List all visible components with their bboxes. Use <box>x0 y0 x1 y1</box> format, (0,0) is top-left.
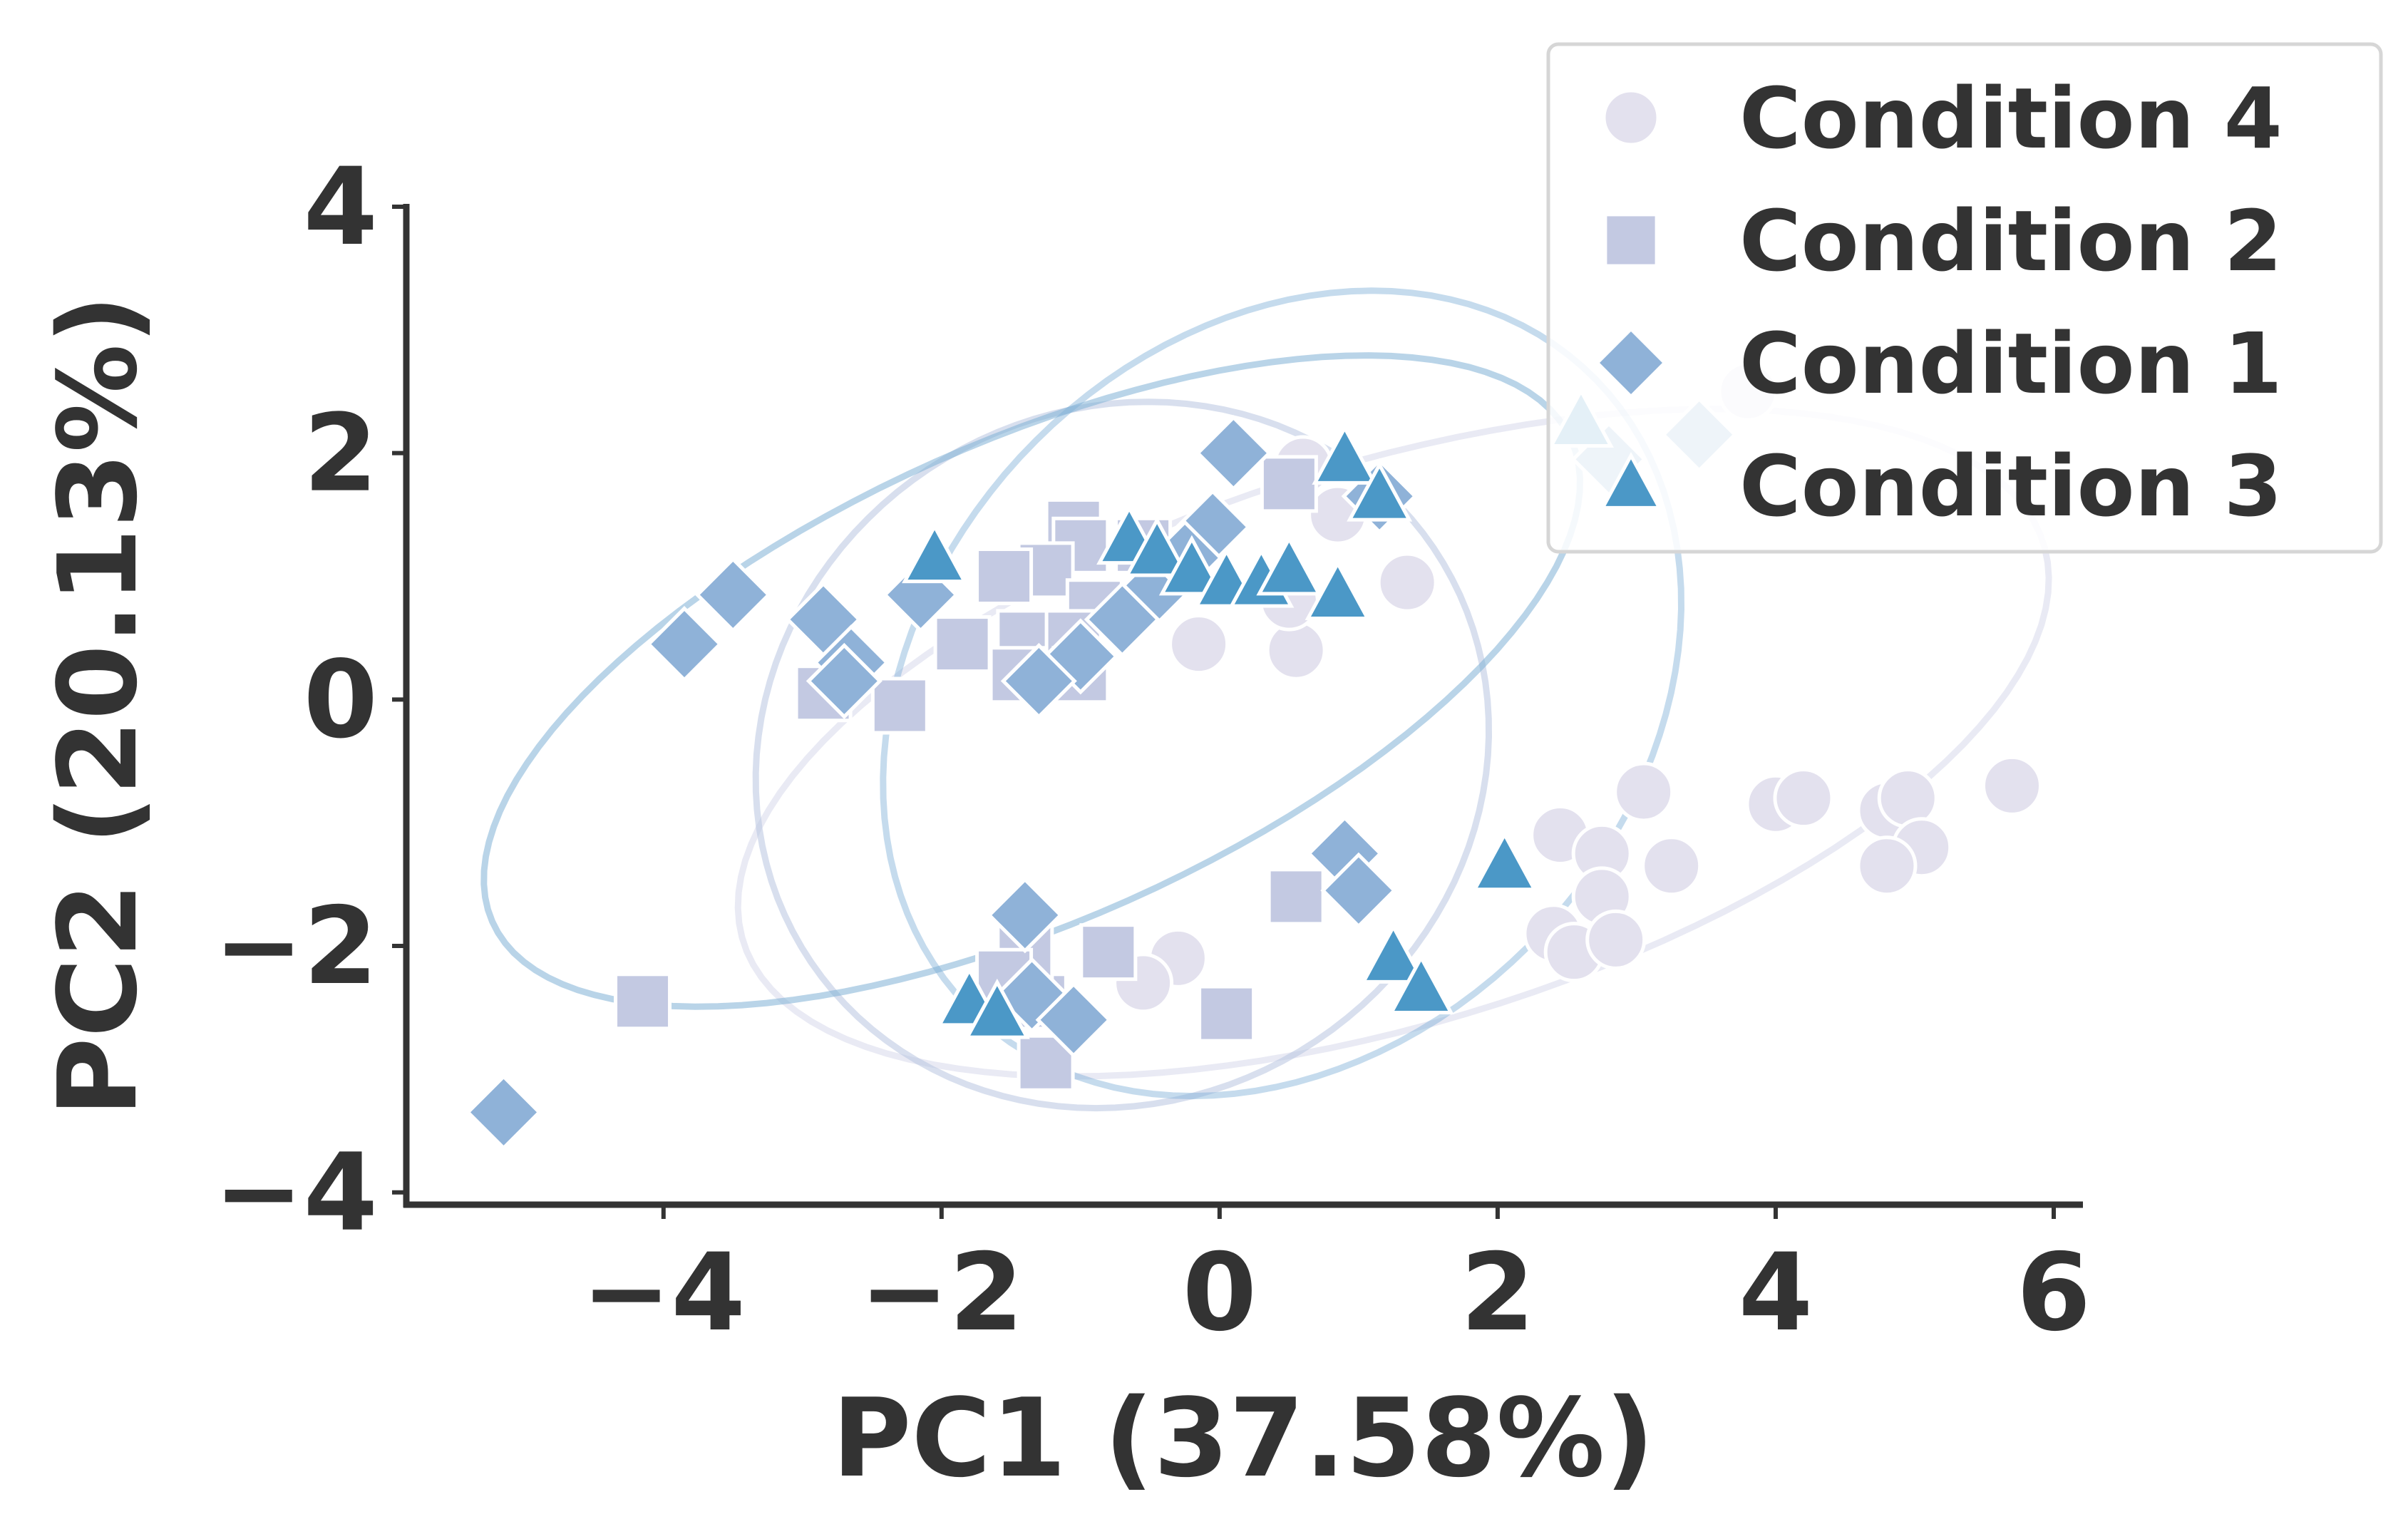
y-tick-label: −4 <box>214 1131 378 1255</box>
square-point <box>1198 984 1256 1043</box>
x-axis-title: PC1 (37.58%) <box>832 1375 1655 1501</box>
y-ticks: −4 −2 0 2 4 <box>214 145 406 1255</box>
legend-label: Condition 1 <box>1739 314 2283 413</box>
legend-item-condition-1: Condition 1 <box>1594 314 2283 413</box>
diamond-point <box>465 1074 542 1151</box>
triangle-point <box>1158 535 1225 596</box>
diamond-point <box>646 606 723 683</box>
triangle-point <box>1360 923 1426 984</box>
legend-label: Condition 4 <box>1739 69 2283 168</box>
square-point <box>1079 923 1138 982</box>
axes: −4 −2 0 2 4 6 −4 −2 0 2 4 <box>214 145 2091 1355</box>
legend-item-condition-4: Condition 4 <box>1602 69 2283 168</box>
circle-point <box>1377 552 1438 613</box>
diamond-point <box>1000 642 1077 719</box>
triangle-point <box>1471 830 1538 892</box>
triangle-point <box>1256 535 1322 596</box>
square-point <box>614 972 672 1031</box>
diamond-point <box>1035 982 1112 1059</box>
legend-triangle-icon <box>1600 451 1662 510</box>
y-tick-label: 4 <box>304 145 378 269</box>
triangle-point <box>1305 560 1371 620</box>
circle-point <box>1856 835 1918 897</box>
triangle-point <box>1124 516 1190 577</box>
square-point <box>1260 455 1318 513</box>
square-point <box>975 547 1034 606</box>
circle-point <box>1585 909 1647 970</box>
legend-label: Condition 2 <box>1739 192 2283 290</box>
square-point <box>933 615 992 674</box>
x-tick-label: −4 <box>582 1231 746 1355</box>
diamond-point <box>1195 415 1272 492</box>
triangle-point <box>964 978 1030 1039</box>
diamond-point <box>694 556 771 633</box>
x-tick-label: −2 <box>860 1231 1024 1355</box>
triangle-point <box>1312 424 1378 485</box>
legend-item-condition-2: Condition 2 <box>1603 192 2283 290</box>
y-axis-title: PC2 (20.13%) <box>35 294 161 1117</box>
diamond-point <box>806 642 883 719</box>
legend-items: Condition 4 Condition 2 Condition 1 Conditi… <box>1594 69 2283 535</box>
diamond-point <box>987 877 1064 954</box>
legend-box <box>1546 42 2383 554</box>
circle-point <box>1773 768 1834 829</box>
legend-circle-icon <box>1602 88 1660 147</box>
y-tick-label: 0 <box>304 638 378 762</box>
circle-point <box>1641 835 1702 897</box>
legend-item-condition-3: Condition 3 <box>1600 437 2283 535</box>
x-ticks: −4 −2 0 2 4 6 <box>582 1205 2091 1355</box>
y-tick-label: 2 <box>304 392 378 516</box>
circle-point <box>1981 755 2042 816</box>
square-point <box>1267 868 1325 926</box>
legend: Condition 4 Condition 2 Condition 1 Conditi… <box>1546 42 2383 554</box>
diamond-point <box>1320 852 1397 929</box>
circle-point <box>1168 614 1230 675</box>
diamond-point <box>1084 581 1161 658</box>
square-point <box>870 676 929 735</box>
ellipse-condition-2 <box>752 398 1493 1112</box>
legend-diamond-icon <box>1594 326 1668 400</box>
x-tick-label: 6 <box>2017 1231 2091 1355</box>
x-tick-label: 0 <box>1183 1231 1257 1355</box>
triangle-point <box>1388 954 1454 1015</box>
ellipse-condition-1 <box>480 352 1583 1010</box>
x-tick-label: 2 <box>1461 1231 1535 1355</box>
legend-square-icon <box>1603 212 1659 268</box>
x-tick-label: 4 <box>1739 1231 1813 1355</box>
circle-point <box>1613 761 1674 823</box>
legend-label: Condition 3 <box>1739 437 2283 535</box>
triangle-point <box>902 523 968 584</box>
y-tick-label: −2 <box>214 885 378 1009</box>
triangle-point <box>1347 460 1413 522</box>
